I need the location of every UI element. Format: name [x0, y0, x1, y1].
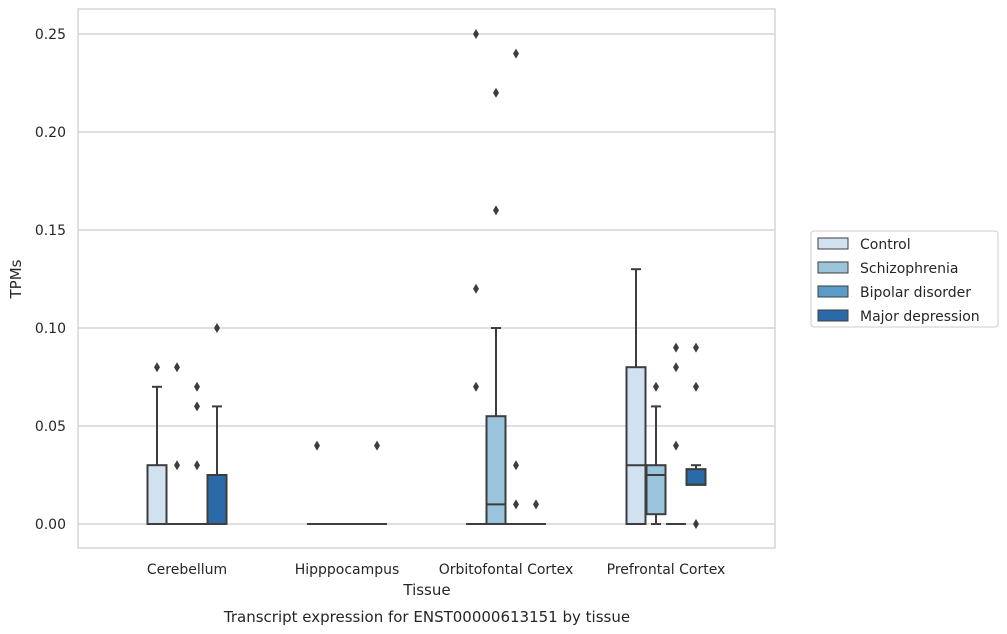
box-group [466, 29, 486, 525]
y-tick-label: 0.20 [35, 125, 66, 141]
outlier-point [513, 499, 519, 510]
outlier-point [513, 48, 519, 59]
y-tick-label: 0.00 [35, 517, 66, 533]
x-tick-label: Cerebellum [147, 562, 227, 578]
outlier-point [693, 519, 699, 529]
outlier-point [194, 401, 200, 412]
chart-title: Transcript expression for ENST0000061315… [223, 608, 630, 626]
y-tick-labels: 0.00 0.05 0.10 0.15 0.20 0.25 [35, 27, 66, 533]
outlier-point [693, 342, 699, 353]
outlier-point [653, 381, 659, 392]
outlier-point [194, 381, 200, 392]
x-tick-label: Prefrontal Cortex [607, 562, 726, 578]
box-group [625, 268, 647, 526]
outlier-point [693, 381, 699, 392]
x-tick-label: Orbitofontal Cortex [439, 562, 574, 578]
outlier-point [533, 499, 539, 510]
box [206, 474, 228, 525]
box-group [367, 440, 387, 525]
box [625, 366, 647, 526]
outlier-point [493, 205, 499, 216]
outlier-point [194, 460, 200, 471]
y-tick-label: 0.15 [35, 223, 66, 239]
box-group [146, 362, 168, 526]
legend-label: Control [860, 237, 911, 253]
box [146, 464, 168, 526]
box-group [206, 323, 228, 525]
y-axis-label: TPMs [7, 259, 25, 299]
legend-label: Bipolar disorder [860, 285, 971, 301]
box-group [187, 381, 207, 525]
y-tick-label: 0.05 [35, 419, 66, 435]
outlier-point [673, 362, 679, 373]
box-group [526, 499, 546, 525]
gridlines [78, 33, 775, 525]
outlier-point [513, 460, 519, 471]
legend-label: Schizophrenia [860, 261, 958, 277]
outlier-point [493, 87, 499, 98]
outlier-point [473, 29, 479, 39]
box-group [666, 342, 686, 525]
box-plot-series [146, 29, 707, 529]
legend-swatch [817, 261, 849, 274]
outlier-point [473, 381, 479, 392]
outlier-point [673, 440, 679, 451]
box-group [307, 440, 327, 525]
box-group [645, 381, 667, 525]
x-axis-label: Tissue [402, 581, 450, 599]
plot-frame [77, 8, 776, 549]
outlier-point [314, 440, 320, 451]
box-group [485, 87, 507, 526]
y-tick-label: 0.10 [35, 321, 66, 337]
x-tick-labels: Cerebellum Hipppocampus Orbitofontal Corte… [147, 562, 725, 578]
box-group [685, 342, 707, 529]
y-tick-label: 0.25 [35, 27, 66, 43]
outlier-point [154, 362, 160, 373]
outlier-point [214, 323, 220, 333]
outlier-point [673, 342, 679, 353]
box-group [167, 362, 187, 525]
x-tick-label: Hipppocampus [295, 562, 400, 578]
legend: Control Schizophrenia Bipolar disorder Majo… [810, 230, 999, 328]
legend-swatch [817, 285, 849, 298]
box [685, 468, 707, 486]
box [645, 464, 667, 516]
outlier-point [473, 283, 479, 294]
box-group [506, 48, 526, 525]
legend-swatch [817, 237, 849, 250]
legend-frame [810, 230, 999, 328]
box [485, 415, 507, 526]
legend-swatch [817, 309, 849, 322]
legend-label: Major depression [860, 309, 980, 325]
outlier-point [174, 460, 180, 471]
outlier-point [174, 362, 180, 373]
outlier-point [374, 440, 380, 451]
